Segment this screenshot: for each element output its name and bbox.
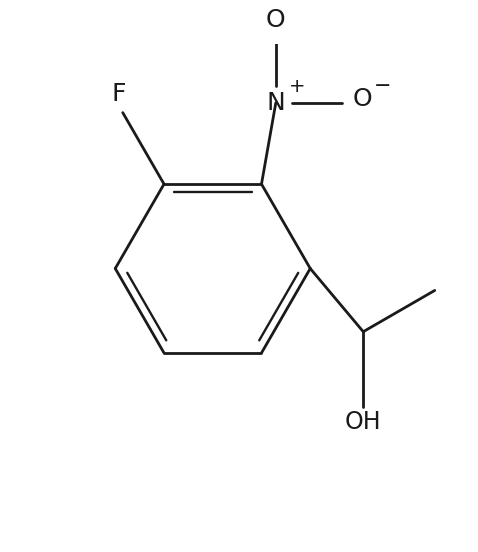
- Text: N: N: [266, 91, 285, 115]
- Text: OH: OH: [345, 410, 381, 434]
- Text: −: −: [374, 76, 391, 97]
- Text: O: O: [352, 87, 372, 111]
- Text: F: F: [112, 82, 126, 106]
- Text: O: O: [266, 8, 286, 33]
- Text: +: +: [289, 77, 305, 96]
